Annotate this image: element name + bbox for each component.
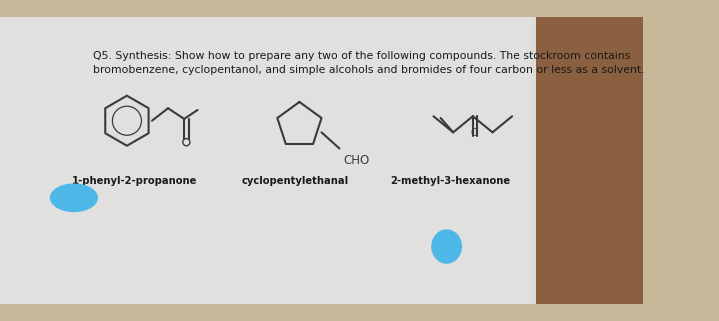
Text: O: O	[471, 128, 478, 138]
Bar	[527, 17, 643, 304]
Text: cyclopentylethanal: cyclopentylethanal	[242, 176, 349, 186]
Text: Q5. Synthesis: Show how to prepare any two of the following compounds. The stock: Q5. Synthesis: Show how to prepare any t…	[93, 51, 645, 75]
Text: 1-phenyl-2-propanone: 1-phenyl-2-propanone	[73, 176, 198, 186]
Ellipse shape	[431, 230, 462, 264]
Ellipse shape	[50, 184, 98, 212]
Bar	[0, 17, 536, 304]
Bar	[0, 17, 531, 304]
Text: 2-methyl-3-hexanone: 2-methyl-3-hexanone	[390, 176, 510, 186]
Text: CHO: CHO	[343, 154, 370, 167]
